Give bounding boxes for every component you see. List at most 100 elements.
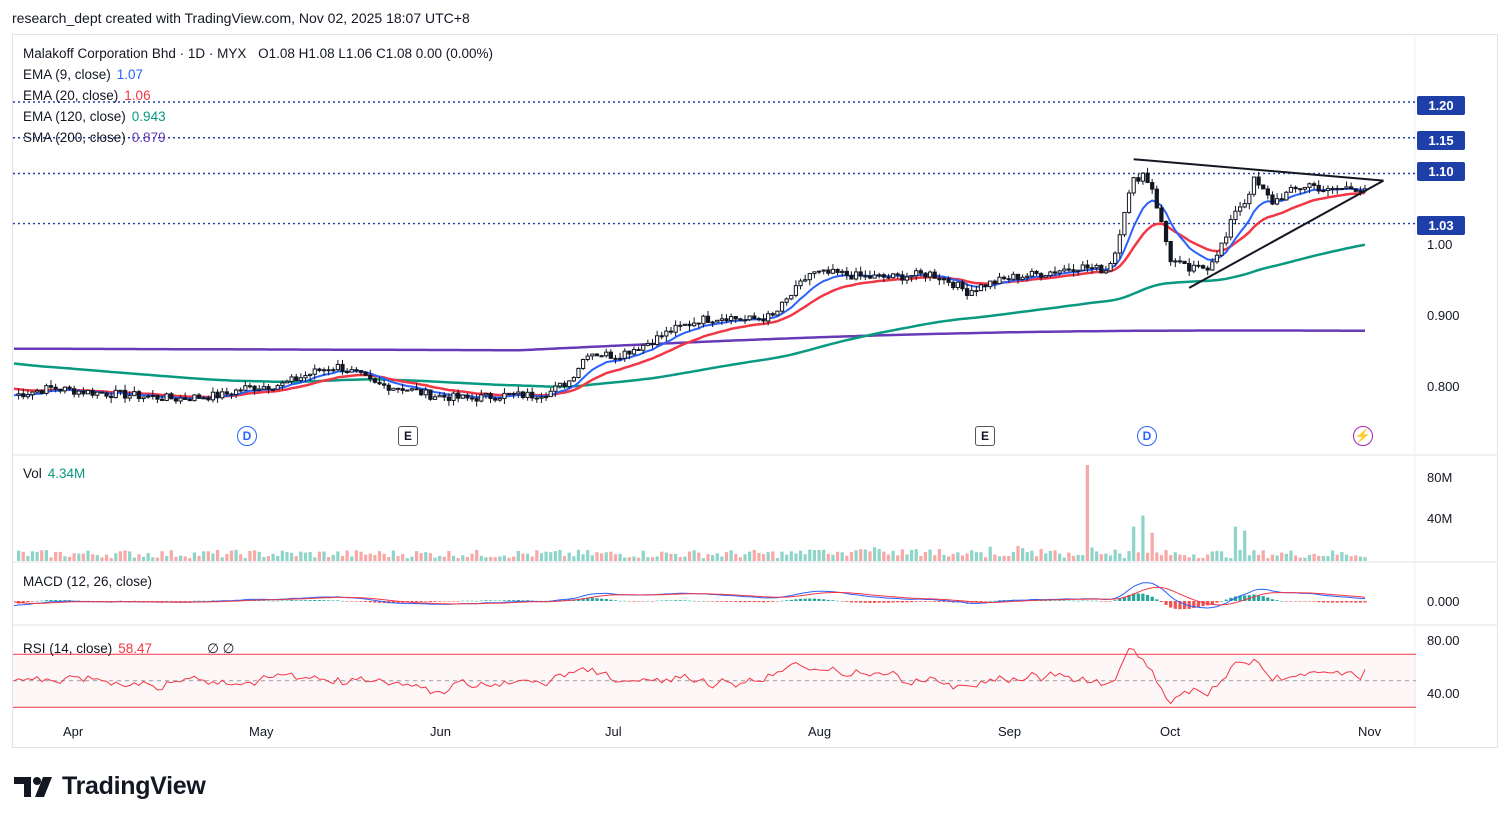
volume-bar [1243,530,1247,561]
candle-body [793,285,799,296]
macd-legend[interactable]: MACD (12, 26, close) [23,574,152,589]
macd-histogram-bar [655,600,659,602]
candle-body [1108,262,1113,272]
price-level-box[interactable]: 1.15 [1417,131,1465,150]
candle-body [988,280,993,288]
candle-body [997,276,1002,285]
volume-bar [1159,555,1164,561]
macd-histogram-bar [1335,601,1339,603]
candle-body [173,398,179,402]
candle-body [1025,275,1030,278]
volume-legend[interactable]: Vol 4.34M [23,466,85,481]
candle-body [1358,190,1363,193]
candle-body [1006,278,1011,281]
candle-body [1335,187,1340,190]
macd-histogram-bar [988,600,992,602]
candle-body [992,280,997,285]
volume-bar [202,551,206,561]
macd-histogram-bar [507,600,511,601]
price-level-box[interactable]: 1.10 [1417,162,1465,181]
volume-bar [350,556,354,561]
macd-histogram-bar [590,597,594,601]
volume-bar [456,558,460,561]
macd-histogram-bar [1317,601,1321,603]
macd-histogram-bar [646,600,650,602]
rsi-extra: ∅ ∅ [207,641,235,656]
symbol-name[interactable]: Malakoff Corporation Bhd · 1D · MYX [23,46,247,61]
candle-body [428,389,433,400]
volume-bar [798,550,803,561]
candle-body [1015,273,1021,280]
volume-bar [974,552,978,561]
volume-label: Vol [23,466,42,481]
volume-bar [1030,550,1034,561]
volume-bar [761,554,766,561]
candle-body [599,355,604,358]
price-level-box[interactable]: 1.20 [1417,96,1465,115]
candle-body [1210,261,1215,271]
volume-bar [1256,554,1261,561]
volume-bar [1002,555,1006,561]
macd-histogram-bar [1215,601,1219,603]
sma200-legend[interactable]: SMA (200, close) 0.879 [23,130,166,145]
macd-histogram-bar [322,600,326,601]
macd-histogram-bar [498,600,502,602]
dividend-marker[interactable]: D [237,426,257,446]
volume-bar [859,549,863,561]
split-marker[interactable]: ⚡ [1353,426,1373,446]
volume-bar [988,546,992,561]
candle-body [636,349,641,352]
macd-histogram-bar [326,600,331,601]
candle-body [756,318,762,321]
chart-frame[interactable] [12,34,1498,748]
macd-histogram-bar [636,601,641,602]
volume-bar [928,549,932,561]
volume-bar [1363,557,1367,561]
volume-bar [1349,556,1353,561]
candle-body [419,389,424,396]
macd-histogram-bar [1326,601,1330,603]
macd-histogram-bar [1256,595,1261,601]
volume-bar [160,551,164,561]
tradingview-logo[interactable]: TradingView [14,772,206,801]
candle-body [840,270,845,273]
candle-body [844,270,849,276]
candle-body [53,386,58,390]
volume-bar [336,551,340,561]
volume-bar [252,550,257,561]
earnings-marker[interactable]: E [975,426,995,446]
price-level-box[interactable]: 1.03 [1417,216,1465,235]
ema9-legend[interactable]: EMA (9, close) 1.07 [23,67,143,82]
candle-body [941,278,947,281]
volume-bar [618,553,622,561]
ema120-legend[interactable]: EMA (120, close) 0.943 [23,109,166,124]
candle-body [1173,260,1178,263]
volume-bar [1062,557,1066,561]
volume-bar [1155,552,1159,561]
dividend-marker[interactable]: D [1137,426,1157,446]
volume-bar [396,556,400,561]
macd-histogram-bar [1173,601,1177,609]
candle-body [289,376,294,382]
volume-bar [567,552,571,561]
candle-body [692,322,697,327]
macd-histogram-bar [1206,601,1210,606]
volume-bar [1238,549,1242,561]
macd-histogram-bar [317,600,321,601]
chart-caption: research_dept created with TradingView.c… [12,10,470,26]
macd-histogram-bar [151,601,155,602]
macd-histogram-bar [58,600,62,601]
volume-bar [507,557,511,561]
candle-body [169,393,174,400]
volume-tick: 80M [1427,470,1453,485]
earnings-marker[interactable]: E [398,426,418,446]
candle-body [155,394,160,400]
ema20-legend[interactable]: EMA (20, close) 1.06 [23,88,151,103]
rsi-tick: 40.00 [1427,686,1460,701]
volume-bar [1219,551,1224,561]
rsi-legend[interactable]: RSI (14, close) 58.47 ∅ ∅ [23,641,234,657]
candle-body [918,270,923,274]
macd-histogram-bar [613,600,618,601]
macd-histogram-bar [141,601,146,602]
